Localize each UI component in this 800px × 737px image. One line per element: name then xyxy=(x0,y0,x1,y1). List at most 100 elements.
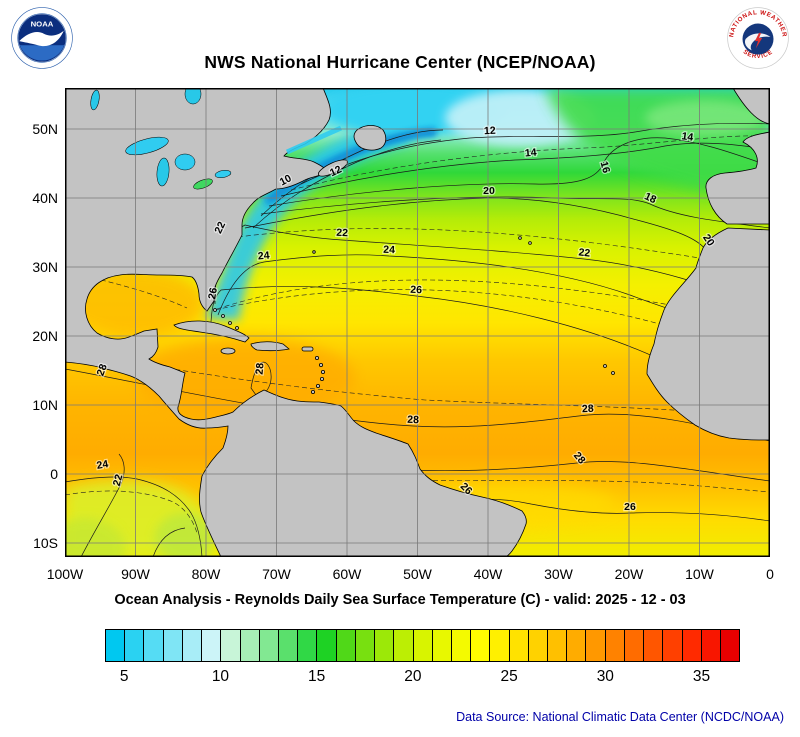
lon-label: 20W xyxy=(614,566,644,582)
map-frame xyxy=(65,88,770,557)
contour-label: 24 xyxy=(383,244,395,256)
land-americas xyxy=(64,87,527,558)
land-newfoundland xyxy=(353,125,387,151)
landmasses xyxy=(64,87,771,558)
colorbar-tick-label: 10 xyxy=(211,668,230,685)
colorbar-segment xyxy=(106,630,126,661)
land-jamaica xyxy=(220,347,236,355)
colorbar-segment xyxy=(355,630,376,661)
colorbar-segment xyxy=(336,630,356,661)
colorbar-segment xyxy=(567,630,587,661)
contour-label: 24 xyxy=(96,458,110,472)
contour-label: 28 xyxy=(254,362,267,375)
contour-label: 24 xyxy=(257,250,270,263)
lon-label: 70W xyxy=(262,566,291,582)
colorbar-segment xyxy=(317,630,337,661)
contour-label: 12 xyxy=(484,125,496,138)
colorbar-segment xyxy=(490,630,510,661)
contour-label: 20 xyxy=(483,185,495,197)
land-puerto-rico xyxy=(301,346,314,352)
lon-label: 80W xyxy=(191,566,221,582)
colorbar-segment xyxy=(432,630,452,661)
graticule xyxy=(65,88,770,557)
colorbar-segment xyxy=(528,630,549,661)
colorbar-segment xyxy=(471,630,491,661)
lon-label: 40W xyxy=(473,566,503,582)
caption: Ocean Analysis - Reynolds Daily Sea Surf… xyxy=(114,592,686,608)
land-cuba xyxy=(173,320,250,343)
colorbar-segment xyxy=(375,630,395,661)
colorbar-segment xyxy=(394,630,414,661)
colorbar-tick-label: 25 xyxy=(500,668,518,685)
colorbar-segments xyxy=(105,629,740,662)
lon-label: 0 xyxy=(766,566,774,582)
lat-label: 10N xyxy=(32,397,58,413)
lat-label: 0 xyxy=(50,466,58,482)
contour-label: 22 xyxy=(578,246,591,259)
colorbar-segment xyxy=(624,630,645,661)
lat-label: 50N xyxy=(32,121,58,137)
colorbar-tick-label: 30 xyxy=(596,668,614,685)
colorbar-segment xyxy=(413,630,433,661)
contour-label: 26 xyxy=(624,501,636,513)
colorbar-segment xyxy=(240,630,260,661)
colorbar-segment xyxy=(682,630,702,661)
colorbar-segment xyxy=(701,630,721,661)
colorbar-tick-label: 15 xyxy=(308,668,326,685)
colorbar-tick-label: 35 xyxy=(692,668,711,685)
lon-label: 90W xyxy=(121,566,150,582)
sst-map: 10 12 12 14 14 16 18 20 20 22 22 22 24 24 26 26 28 28 28 28… xyxy=(45,83,771,578)
colorbar-segment xyxy=(451,630,472,661)
colorbar-segment xyxy=(721,630,740,661)
colorbar-segment xyxy=(509,630,529,661)
land-bermuda xyxy=(312,250,316,254)
colorbar-segment xyxy=(278,630,299,661)
land-cape-verde xyxy=(603,364,607,368)
contour-label: 22 xyxy=(111,473,126,488)
contour-label: 28 xyxy=(407,414,419,426)
noaa-logo-text: NOAA xyxy=(31,20,54,29)
lon-label: 10W xyxy=(685,566,714,582)
land-iberia-france xyxy=(705,131,771,225)
lon-label: 50W xyxy=(403,566,432,582)
contour-label: 16 xyxy=(598,160,613,175)
lat-label: 40N xyxy=(32,190,58,206)
land-hispaniola xyxy=(250,341,290,352)
contour-label: 28 xyxy=(95,362,110,377)
contour-label: 22 xyxy=(336,227,348,240)
contour-label: 26 xyxy=(410,284,422,297)
colorbar-segment xyxy=(644,630,664,661)
colorbar-segment xyxy=(144,630,164,661)
colorbar-segment xyxy=(202,630,222,661)
lon-label: 100W xyxy=(46,566,84,582)
colorbar-tick-label: 20 xyxy=(404,668,422,685)
lon-label: 30W xyxy=(544,566,573,582)
nws-logo-icon: NATIONAL WEATHER SERVICE xyxy=(727,7,789,69)
lat-label: 10S xyxy=(33,535,58,551)
colorbar-segment xyxy=(663,630,683,661)
colorbar-tick-label: 5 xyxy=(119,668,129,685)
land-africa xyxy=(646,227,771,441)
colorbar-segment xyxy=(298,630,318,661)
colorbar-segment xyxy=(605,630,625,661)
colorbar-labels: 5 10 15 20 25 30 35 xyxy=(105,668,740,690)
contour-label: 26 xyxy=(206,287,220,301)
colorbar-segment xyxy=(548,630,568,661)
contour-label: 14 xyxy=(524,147,537,160)
colorbar-segment xyxy=(259,630,279,661)
lat-label: 20N xyxy=(32,328,58,344)
page-title: NWS National Hurricane Center (NCEP/NOAA… xyxy=(204,52,596,72)
colorbar-segment xyxy=(586,630,606,661)
lat-label: 30N xyxy=(32,259,58,275)
lon-label: 60W xyxy=(332,566,362,582)
colorbar-segment xyxy=(163,630,183,661)
noaa-logo-icon: NOAA xyxy=(11,7,73,69)
colorbar-segment xyxy=(125,630,145,661)
colorbar-segment xyxy=(182,630,203,661)
land-nova-scotia xyxy=(317,159,349,177)
contour-label: 14 xyxy=(681,130,694,144)
colorbar-segment xyxy=(221,630,241,661)
